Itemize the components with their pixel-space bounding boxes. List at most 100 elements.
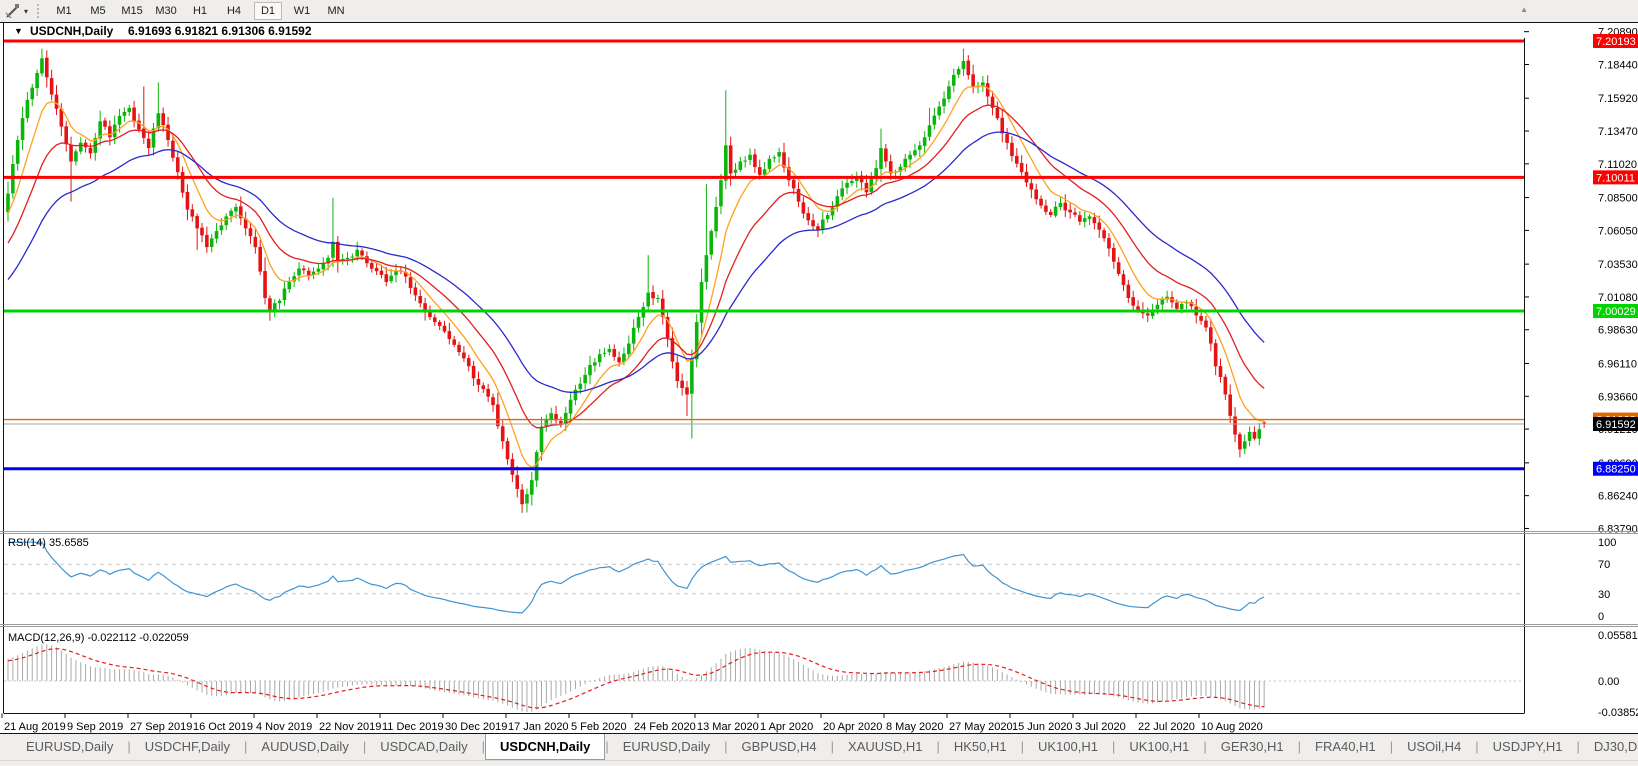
- crosshair-icon: [5, 4, 19, 19]
- svg-text:11 Dec 2019: 11 Dec 2019: [382, 721, 444, 733]
- chart-tab-hk50-h1[interactable]: HK50,H1: [953, 739, 1007, 754]
- date-axis: 21 Aug 2019 9 Sep 2019 27 Sep 2019 16 Oct 2…: [1, 713, 1263, 733]
- svg-text:0: 0: [1598, 611, 1604, 623]
- chart-tab-uk100-h1[interactable]: UK100,H1: [1129, 739, 1190, 754]
- chart-generated-graphics: 7.208907.184407.159207.134707.110207.085…: [0, 22, 1638, 733]
- svg-text:30 Dec 2019: 30 Dec 2019: [445, 721, 507, 733]
- toolbar-grip: [37, 4, 42, 18]
- svg-text:70: 70: [1598, 559, 1610, 571]
- timeframe-button-D1[interactable]: D1: [254, 2, 283, 20]
- chart-tabs-bar: EURUSD,Daily | USDCHF,Daily | AUDUSD,Daily | U…: [0, 733, 1638, 760]
- chart-tab-fra40-h1[interactable]: FRA40,H1: [1315, 739, 1376, 754]
- tab-separator: |: [1203, 739, 1207, 754]
- tab-separator: |: [1475, 739, 1479, 754]
- tab-separator: |: [605, 739, 609, 754]
- svg-text:9 Sep 2019: 9 Sep 2019: [67, 721, 123, 733]
- toolbar: ▾ M1 M5 M15 M30 H1 H4 D1 W1 MN ▲: [0, 0, 1638, 22]
- timeframe-button-W1[interactable]: W1: [288, 2, 316, 20]
- svg-text:15 Jun 2020: 15 Jun 2020: [1012, 721, 1073, 733]
- svg-text:7.06050: 7.06050: [1598, 225, 1638, 237]
- chart-tab-usoil-h4[interactable]: USOil,H4: [1407, 739, 1462, 754]
- svg-text:100: 100: [1598, 537, 1616, 549]
- rsi-line: [7, 541, 1265, 614]
- toolbar-overflow-icon[interactable]: ▲: [1520, 5, 1528, 14]
- tab-separator: |: [1576, 739, 1580, 754]
- svg-text:17 Jan 2020: 17 Jan 2020: [508, 721, 569, 733]
- svg-text:7.03530: 7.03530: [1598, 259, 1638, 271]
- svg-text:7.10011: 7.10011: [1596, 172, 1635, 184]
- chart-tab-eurusd-daily[interactable]: EURUSD,Daily: [26, 739, 114, 754]
- crosshair-tool-button[interactable]: ▾: [2, 1, 31, 21]
- chart-tab-audusd-daily[interactable]: AUDUSD,Daily: [261, 739, 349, 754]
- chart-tab-usdchf-daily[interactable]: USDCHF,Daily: [144, 739, 231, 754]
- chart-tab-xauusd-h1[interactable]: XAUUSD,H1: [848, 739, 923, 754]
- svg-text:16 Oct 2019: 16 Oct 2019: [193, 721, 253, 733]
- chart-tab-eurusd-daily[interactable]: EURUSD,Daily: [622, 739, 711, 754]
- svg-text:6.88250: 6.88250: [1596, 464, 1636, 476]
- svg-text:30: 30: [1598, 589, 1610, 601]
- tab-separator: |: [830, 739, 835, 754]
- chart-title-ohlc: 6.91693 6.91821 6.91306 6.91592: [128, 24, 312, 38]
- timeframe-button-M15[interactable]: M15: [118, 2, 146, 20]
- chart-tab-uk100-h1[interactable]: UK100,H1: [1037, 739, 1098, 754]
- tab-separator: |: [362, 739, 367, 754]
- svg-text:6.93660: 6.93660: [1598, 391, 1638, 403]
- svg-text:20 Apr 2020: 20 Apr 2020: [823, 721, 882, 733]
- svg-text:6.86240: 6.86240: [1598, 491, 1638, 503]
- timeframe-button-H4[interactable]: H4: [220, 2, 248, 20]
- price-axis: 7.208907.184407.159207.134707.110207.085…: [1524, 27, 1638, 719]
- svg-text:7.08500: 7.08500: [1598, 193, 1638, 205]
- price-axis-badges: 6.919227.201937.100117.000296.882506.915…: [1593, 34, 1638, 476]
- chart-dropdown-icon[interactable]: ▼: [14, 26, 23, 36]
- tab-separator: |: [1020, 739, 1024, 754]
- svg-text:6.98630: 6.98630: [1598, 325, 1638, 337]
- timeframe-button-H1[interactable]: H1: [186, 2, 214, 20]
- timeframe-button-M1[interactable]: M1: [50, 2, 78, 20]
- moving-averages: [7, 85, 1265, 469]
- svg-text:0.00: 0.00: [1598, 676, 1619, 688]
- chart-tab-gbpusd-h4[interactable]: GBPUSD,H4: [741, 739, 817, 754]
- svg-text:7.00029: 7.00029: [1596, 306, 1636, 318]
- timeframe-button-M5[interactable]: M5: [84, 2, 112, 20]
- tab-separator: |: [724, 739, 728, 754]
- timeframe-button-M30[interactable]: M30: [152, 2, 180, 20]
- timeframe-buttons: M1 M5 M15 M30 H1 H4 D1 W1 MN: [50, 2, 350, 20]
- svg-text:0.05581: 0.05581: [1598, 630, 1638, 642]
- svg-text:7.20193: 7.20193: [1596, 36, 1636, 48]
- svg-text:27 Sep 2019: 27 Sep 2019: [130, 721, 192, 733]
- svg-text:10 Aug 2020: 10 Aug 2020: [1201, 721, 1263, 733]
- svg-text:1 Apr 2020: 1 Apr 2020: [760, 721, 813, 733]
- tab-separator: |: [127, 739, 131, 754]
- chart-tab-usdcnh-daily[interactable]: USDCNH,Daily: [485, 734, 606, 760]
- chart-tab-dj30-daily[interactable]: DJ30,Daily: [1593, 739, 1638, 754]
- svg-text:7.01080: 7.01080: [1598, 292, 1638, 304]
- tool-dropdown-caret[interactable]: ▾: [24, 6, 29, 16]
- chart-tab-ger30-h1[interactable]: GER30,H1: [1220, 739, 1284, 754]
- macd-histogram: [7, 644, 1265, 712]
- svg-text:-0.03852: -0.03852: [1598, 707, 1638, 719]
- tab-separator: |: [244, 739, 248, 754]
- tab-separator: |: [1297, 739, 1301, 754]
- svg-text:22 Nov 2019: 22 Nov 2019: [319, 721, 381, 733]
- svg-text:6.96110: 6.96110: [1598, 358, 1637, 370]
- chart-canvas[interactable]: 7.208907.184407.159207.134707.110207.085…: [0, 22, 1638, 733]
- tab-separator: |: [481, 739, 486, 754]
- svg-text:22 Jul 2020: 22 Jul 2020: [1138, 721, 1195, 733]
- svg-text:21 Aug 2019: 21 Aug 2019: [4, 721, 66, 733]
- rsi-indicator-label: RSI(14) 35.6585: [8, 537, 89, 549]
- svg-text:13 Mar 2020: 13 Mar 2020: [697, 721, 759, 733]
- svg-text:6.83790: 6.83790: [1598, 523, 1638, 535]
- horizontal-levels[interactable]: [4, 39, 1524, 471]
- svg-text:4 Nov 2019: 4 Nov 2019: [256, 721, 312, 733]
- timeframe-button-MN[interactable]: MN: [322, 2, 350, 20]
- svg-text:24 Feb 2020: 24 Feb 2020: [634, 721, 696, 733]
- window-bottom-strip: [0, 760, 1638, 766]
- chart-title-symbol: USDCNH,Daily: [30, 24, 114, 38]
- svg-text:7.15920: 7.15920: [1598, 93, 1638, 105]
- macd-signal-line: [7, 648, 1265, 709]
- svg-text:7.13470: 7.13470: [1598, 126, 1638, 138]
- chart-tab-usdjpy-h1[interactable]: USDJPY,H1: [1492, 739, 1563, 754]
- macd-indicator-label: MACD(12,26,9) -0.022112 -0.022059: [8, 632, 189, 644]
- chart-tab-usdcad-daily[interactable]: USDCAD,Daily: [380, 739, 468, 754]
